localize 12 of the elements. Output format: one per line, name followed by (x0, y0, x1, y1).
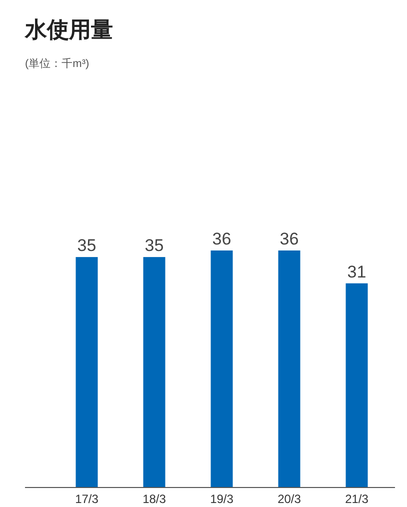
x-tick-label: 19/3 (210, 492, 234, 506)
data-label: 35 (144, 236, 164, 256)
x-tick-label: 21/3 (345, 492, 369, 506)
data-label: 31 (347, 262, 366, 282)
data-label: 35 (77, 236, 96, 256)
x-tick-label: 17/3 (75, 492, 99, 506)
data-label: 36 (280, 229, 299, 248)
data-label: 36 (212, 229, 232, 248)
x-tick-label: 18/3 (142, 492, 166, 506)
chart-subtitle: (単位：千m³) (25, 57, 90, 70)
chart-title: 水使用量 (24, 17, 113, 42)
x-tick-label: 20/3 (278, 492, 302, 506)
